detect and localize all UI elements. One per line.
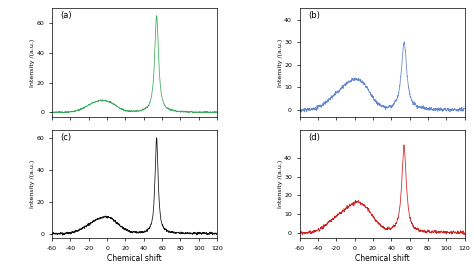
Y-axis label: Intensity /(a.u.): Intensity /(a.u.) [30, 160, 35, 208]
Y-axis label: Intensity /(a.u.): Intensity /(a.u.) [278, 160, 283, 208]
X-axis label: Chemical shift: Chemical shift [107, 254, 162, 263]
Text: (a): (a) [60, 12, 72, 21]
Text: (c): (c) [60, 133, 72, 142]
X-axis label: Chemical shift: Chemical shift [355, 254, 410, 263]
Y-axis label: Intensity /(a.u.): Intensity /(a.u.) [278, 38, 283, 87]
Text: (b): (b) [308, 12, 319, 21]
Y-axis label: Intensity /(a.u.): Intensity /(a.u.) [30, 38, 35, 87]
Text: (d): (d) [308, 133, 319, 142]
